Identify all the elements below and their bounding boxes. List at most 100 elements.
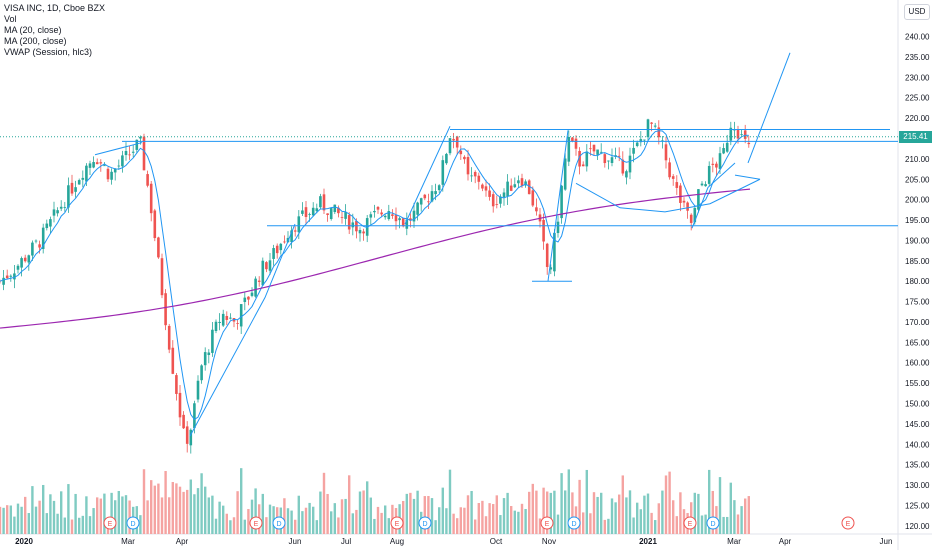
volume-bar [45,513,48,534]
candle-body [135,139,139,150]
volume-bar [139,515,142,534]
volume-bar [229,520,232,534]
volume-bar [31,486,34,534]
volume-bar [513,510,516,534]
candle-body [729,127,733,141]
volume-bar [618,494,621,534]
earnings-badge[interactable]: E [390,516,404,530]
candle-body [722,148,725,154]
volume-bar [495,495,498,534]
candle-body [632,147,635,154]
candle-body [704,184,707,187]
volume-bar [535,490,538,534]
earnings-badge[interactable]: E [841,516,855,530]
chart-legend: VISA INC, 1D, Cboe BZX Vol MA (20, close… [4,3,105,58]
candle-body [578,150,581,167]
volume-bar [661,490,664,534]
candle-body [499,196,502,204]
volume-bar [20,506,23,534]
volume-bar [247,509,250,534]
candle-body [329,208,333,220]
candle-body [470,175,473,177]
earnings-badge[interactable]: E [683,516,697,530]
candle-body [689,214,693,223]
volume-bar [261,493,264,534]
indicator-vwap[interactable]: VWAP (Session, hlc3) [4,47,93,57]
indicator-ma200[interactable]: MA (200, close) [4,36,67,46]
volume-bar [225,513,228,534]
candle-body [20,258,23,268]
earnings-badge[interactable]: E [103,516,117,530]
symbol-line[interactable]: VISA INC, 1D, Cboe BZX [4,3,106,13]
candle-body [265,262,268,270]
volume-bar [250,499,254,534]
volume-bar [528,491,531,534]
earnings-badge[interactable]: E [249,516,263,530]
dividend-badge[interactable]: D [418,516,432,530]
volume-bar [589,513,592,534]
candle-body [495,204,499,205]
volume-bar [639,509,642,534]
candle-body [106,168,110,180]
dividend-badge[interactable]: D [126,516,140,530]
earnings-badge[interactable]: E [540,516,554,530]
volume-bar [531,483,534,534]
indicator-ma20[interactable]: MA (20, close) [4,25,62,35]
dividend-badge[interactable]: D [272,516,286,530]
volume-bar [409,492,412,534]
volume-bar [355,509,358,534]
indicator-vol[interactable]: Vol [4,14,17,24]
svg-text:E: E [108,521,113,528]
volume-bar [319,491,322,534]
candle-body [740,134,743,136]
y-tick-label: 240.00 [905,33,930,42]
candle-body [337,207,340,214]
candle-body [139,136,142,139]
volume-bar [492,504,495,534]
candle-body [473,171,477,177]
volume-bar [164,471,167,534]
candle-body [527,180,531,195]
candle-body [351,222,355,228]
dividend-badge[interactable]: D [567,516,581,530]
candle-body [322,194,326,211]
volume-bar [99,498,102,534]
candle-body [315,208,319,212]
candle-body [693,207,697,223]
candle-body [59,206,63,209]
candle-body [52,209,56,216]
volume-bar [474,519,477,534]
candle-body [398,218,401,221]
volume-bar [585,469,588,534]
volume-bar [103,493,106,534]
volume-bar [744,498,747,534]
ma200-line [0,188,751,329]
currency-badge[interactable]: USD [904,4,930,20]
volume-bar [384,505,387,534]
volume-bar [542,487,545,534]
y-tick-label: 175.00 [905,298,930,307]
volume-bar [121,496,124,534]
candle-body [279,243,283,251]
candle-body [128,154,131,156]
volume-bar [42,484,45,534]
volume-bar [60,491,63,534]
volume-bar [708,469,711,534]
volume-bar [524,508,527,534]
candle-body [311,207,315,216]
candle-body [23,257,27,262]
dividend-badge[interactable]: D [706,516,720,530]
y-tick-label: 200.00 [905,196,930,205]
candle-body [347,215,351,230]
trend-line [691,162,736,229]
volume-bar [157,483,160,534]
candle-body [625,171,628,178]
volume-bar [369,497,372,534]
candle-body [103,165,106,167]
y-tick-label: 220.00 [905,114,930,123]
volume-bar [366,481,369,534]
candle-body [239,304,243,327]
candle-body [589,148,592,150]
